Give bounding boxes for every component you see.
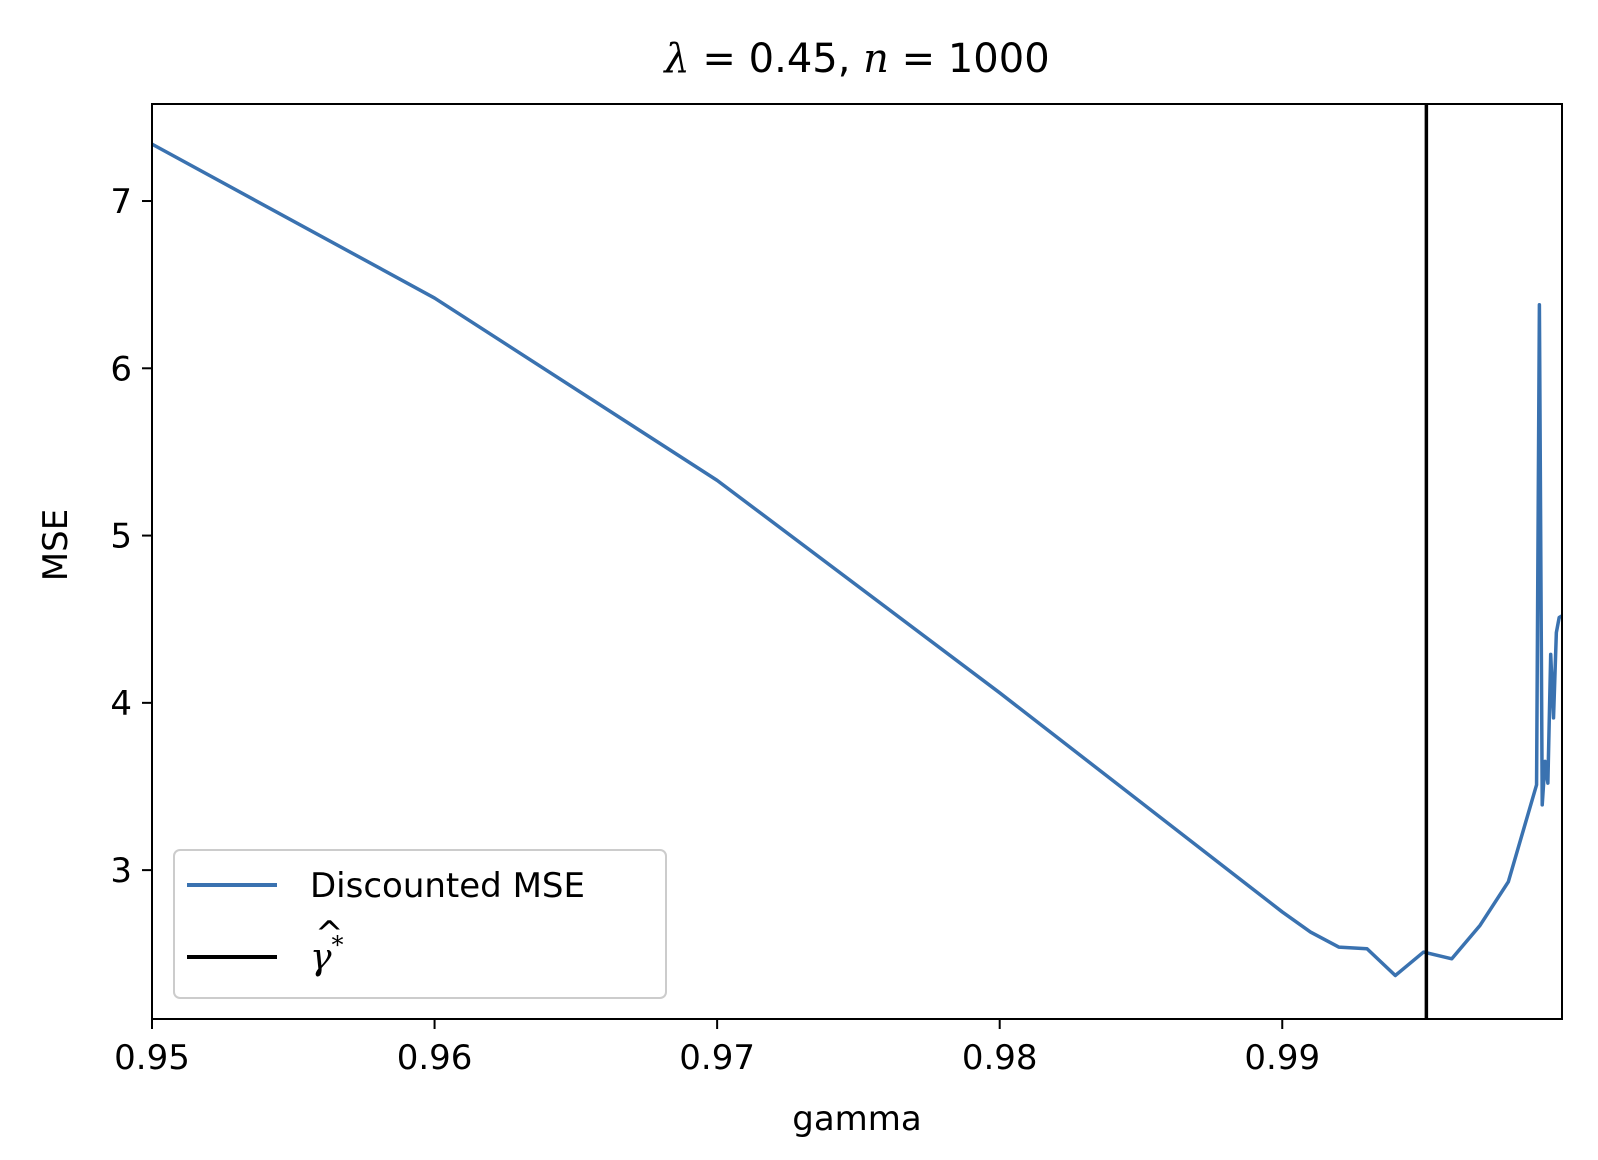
chart-title: λ = 0.45, n = 1000 [662, 36, 1049, 82]
legend-label-discounted-mse: Discounted MSE [310, 866, 585, 906]
x-axis-label: gamma [792, 1099, 922, 1139]
plot-area [151, 103, 1563, 1020]
title-eq2: = 1000 [889, 36, 1050, 82]
x-tick-label: 0.96 [397, 1038, 473, 1078]
y-tick-label: 3 [110, 851, 132, 891]
legend: Discounted MSE γ* ^ [173, 849, 667, 999]
title-lambda: λ [662, 36, 689, 82]
legend-gamma-hat-accent: ^ [315, 914, 344, 954]
x-tick-label: 0.99 [1244, 1038, 1320, 1078]
title-n: n [863, 36, 889, 82]
x-axis-ticks: 0.95 0.96 0.97 0.98 0.99 [114, 1019, 1320, 1078]
y-tick-label: 4 [110, 684, 132, 724]
legend-box [173, 849, 667, 999]
y-tick-label: 7 [110, 182, 132, 222]
legend-label-gamma-hat: γ* [310, 931, 344, 978]
title-eq1: = 0.45, [690, 36, 863, 82]
legend-gamma-sup: * [332, 931, 344, 959]
y-tick-label: 5 [110, 517, 132, 557]
x-tick-label: 0.95 [114, 1038, 190, 1078]
y-axis-ticks: 3 4 5 6 7 [110, 182, 152, 891]
x-tick-label: 0.98 [962, 1038, 1038, 1078]
y-tick-label: 6 [110, 349, 132, 389]
legend-gamma-base: γ [310, 937, 332, 978]
y-axis-label: MSE [36, 509, 76, 581]
x-tick-label: 0.97 [679, 1038, 755, 1078]
axes-frame [151, 103, 1563, 1020]
series-line-discounted-mse [151, 142, 1563, 978]
